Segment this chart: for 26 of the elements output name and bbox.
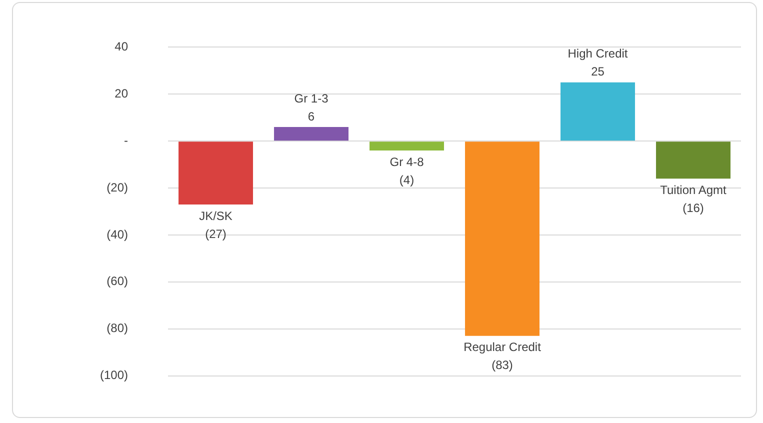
- data-label: (16): [682, 200, 704, 215]
- y-tick-label: (60): [106, 274, 128, 288]
- x-tick-label: Tuition Agmt: [660, 182, 728, 197]
- x-tick-label: Regular Credit: [464, 340, 542, 354]
- y-tick-label: 40: [114, 40, 128, 54]
- bar: [370, 142, 444, 150]
- x-tick-label: High Credit: [568, 46, 628, 61]
- y-tick-label: -: [124, 133, 128, 148]
- data-label: (83): [492, 358, 513, 372]
- y-tick-label: (100): [100, 368, 128, 382]
- bar: [560, 82, 635, 141]
- y-tick-label: (20): [106, 180, 128, 194]
- bar: [274, 127, 349, 141]
- data-label: (27): [205, 226, 226, 241]
- x-tick-label: JK/SK: [199, 208, 232, 223]
- data-label: 25: [591, 64, 605, 79]
- bar: [178, 142, 254, 204]
- y-tick-label: (80): [106, 321, 128, 336]
- y-tick-label: 20: [114, 86, 128, 100]
- y-tick-label: (40): [106, 227, 128, 242]
- bar: [656, 142, 730, 179]
- bar: [465, 142, 540, 336]
- x-tick-label: Gr 4-8: [390, 154, 424, 169]
- data-label: 6: [308, 109, 315, 124]
- data-label: (4): [399, 172, 414, 187]
- x-tick-label: Gr 1-3: [294, 91, 329, 106]
